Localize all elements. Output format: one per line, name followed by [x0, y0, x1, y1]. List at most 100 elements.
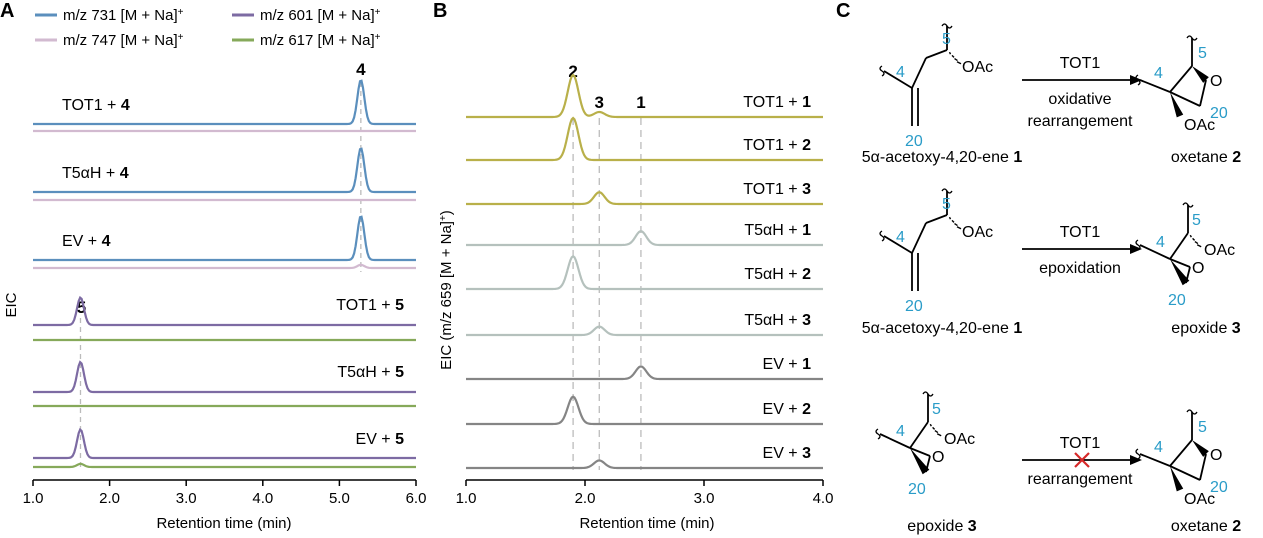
trace-line — [466, 459, 823, 470]
enzyme-label: TOT1 — [1060, 435, 1101, 452]
peak-marker-label: 2 — [568, 62, 577, 81]
peak-marker-label: 4 — [356, 60, 366, 79]
x-tick-label: 2.0 — [99, 490, 120, 507]
atom-number: 5 — [1198, 45, 1207, 62]
hashed-bond — [948, 51, 952, 55]
trace-line — [466, 395, 823, 426]
blocked-mark — [1074, 452, 1090, 468]
y-axis-label: EIC — [3, 292, 20, 317]
trace-label: EV + 5 — [356, 431, 405, 448]
peak-marker-label: 5 — [77, 298, 86, 317]
atom-number: 5 — [1198, 419, 1207, 436]
trace-label: TOT1 + 1 — [743, 94, 811, 111]
bond — [909, 421, 929, 449]
oac-label: OAc — [1204, 242, 1235, 259]
wedge-bond — [1170, 92, 1184, 118]
wavy-bond — [1182, 202, 1194, 208]
oxygen-label: O — [932, 449, 944, 466]
trace-line — [466, 254, 823, 291]
trace-line — [33, 215, 416, 262]
condition-label: rearrangement — [1028, 471, 1134, 488]
wavy-bond — [875, 428, 881, 440]
x-tick-label: 4.0 — [813, 490, 834, 507]
bond — [883, 70, 913, 89]
bond — [1169, 258, 1191, 268]
trace-label: EV + 3 — [763, 445, 812, 462]
legend-label: m/z 747 [M + Na]+ — [63, 32, 184, 50]
bond — [925, 214, 948, 224]
trace-baseline — [33, 462, 416, 469]
trace-label: TOT1 + 5 — [336, 297, 404, 314]
compound-name: epoxide 3 — [907, 518, 977, 535]
trace-label: T5αH + 4 — [62, 165, 129, 182]
bond — [925, 49, 948, 59]
atom-number: 5 — [1192, 212, 1201, 229]
condition-label: rearrangement — [1028, 113, 1134, 130]
trace-label: TOT1 + 2 — [743, 137, 811, 154]
atom-number: 20 — [905, 133, 923, 150]
hashed-bond — [1194, 241, 1199, 245]
wedge-bond — [910, 448, 930, 475]
wedge-bond — [1192, 66, 1209, 83]
y-axis-label: EIC (m/z 659 [M + Na]+) — [438, 210, 456, 370]
bond — [1199, 79, 1207, 107]
atom-number: 4 — [896, 64, 905, 81]
atom-number: 4 — [1156, 234, 1165, 251]
trace-line — [33, 427, 416, 460]
x-tick-label: 3.0 — [176, 490, 197, 507]
trace-label: TOT1 + 4 — [62, 97, 130, 114]
wavy-bond — [941, 188, 953, 194]
legend-label: m/z 731 [M + Na]+ — [63, 7, 184, 25]
trace-label: EV + 1 — [763, 356, 812, 373]
arrow-head — [1130, 75, 1142, 85]
wedge-bond — [1170, 466, 1184, 492]
bond — [1169, 91, 1201, 107]
bond — [909, 447, 931, 457]
oxygen-label: O — [1210, 447, 1222, 464]
trace-label: T5αH + 2 — [744, 266, 811, 283]
trace-baseline — [33, 263, 416, 270]
compound-name: 5α-acetoxy-4,20-ene 1 — [862, 149, 1023, 166]
hashed-bond — [934, 430, 939, 434]
arrow-head — [1130, 244, 1142, 254]
wedge-bond — [1170, 259, 1190, 286]
oxygen-label: O — [1192, 260, 1204, 277]
atom-number: 4 — [1154, 439, 1163, 456]
hashed-bond — [951, 54, 955, 58]
compound-name: oxetane 2 — [1171, 149, 1241, 166]
atom-number: 5 — [942, 196, 951, 213]
trace-line — [466, 325, 823, 337]
atom-number: 4 — [896, 423, 905, 440]
bond — [1199, 453, 1207, 481]
hashed-bond — [956, 61, 962, 65]
bond — [1139, 244, 1171, 260]
wedge-bond — [1192, 440, 1209, 457]
wavy-bond — [1135, 448, 1141, 460]
hashed-bond — [954, 58, 958, 62]
oac-label: OAc — [962, 59, 993, 76]
trace-line — [466, 365, 823, 381]
atom-number: 4 — [896, 229, 905, 246]
arrow-head — [1130, 455, 1142, 465]
trace-label: EV + 2 — [763, 401, 812, 418]
peak-marker-label: 3 — [595, 93, 604, 112]
compound-name: oxetane 2 — [1171, 518, 1241, 535]
wavy-bond — [1186, 409, 1198, 415]
hashed-bond — [932, 426, 936, 430]
atom-number: 20 — [905, 298, 923, 315]
atom-number: 20 — [1210, 479, 1228, 496]
bond — [925, 455, 931, 473]
enzyme-label: TOT1 — [1060, 55, 1101, 72]
bond — [911, 222, 927, 254]
hashed-bond — [929, 423, 932, 427]
bond — [1185, 266, 1191, 284]
bond — [1169, 465, 1201, 481]
panel-letter-c: C — [836, 0, 850, 22]
atom-number: 20 — [1168, 292, 1186, 309]
hashed-bond — [948, 216, 952, 220]
oxygen-label: O — [1210, 73, 1222, 90]
bond — [1169, 65, 1193, 93]
atom-number: 5 — [932, 401, 941, 418]
hashed-bond — [954, 223, 958, 227]
